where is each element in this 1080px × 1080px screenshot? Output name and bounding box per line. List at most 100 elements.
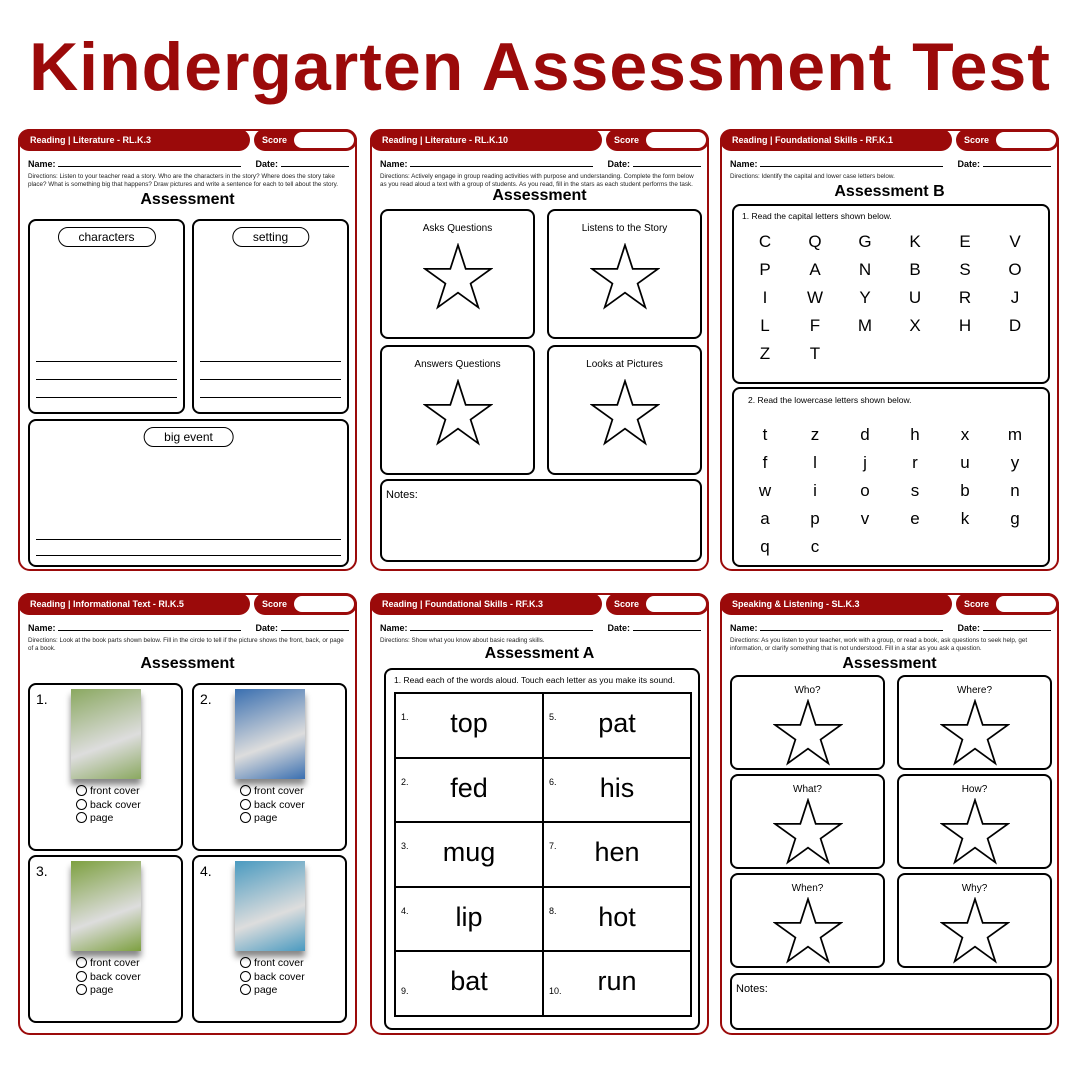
- name-date-row: Name: Date:: [730, 159, 1051, 169]
- score-input[interactable]: [294, 596, 354, 612]
- score-field[interactable]: Score: [606, 129, 709, 151]
- notes-box[interactable]: Notes:: [380, 479, 702, 562]
- word-cell: 9. bat: [395, 951, 543, 1016]
- letter: k: [960, 509, 970, 528]
- option-page[interactable]: page: [76, 984, 141, 998]
- item-number: 3.: [36, 863, 48, 879]
- date-field[interactable]: [281, 623, 349, 631]
- score-field[interactable]: Score: [254, 129, 357, 151]
- box-setting[interactable]: setting: [192, 219, 349, 414]
- panel-header: Reading | Informational Text - RI.K.5: [18, 593, 250, 615]
- panel-letter-identification: Reading | Foundational Skills - RF.K.1 Sc…: [720, 129, 1059, 571]
- star-icon[interactable]: [421, 378, 494, 451]
- writing-line[interactable]: [36, 539, 341, 540]
- notes-box[interactable]: Notes:: [730, 973, 1052, 1030]
- score-field[interactable]: Score: [956, 129, 1059, 151]
- option-front-cover[interactable]: front cover: [240, 785, 305, 799]
- star-label: Where?: [956, 685, 992, 696]
- name-field[interactable]: [57, 623, 242, 631]
- letter: V: [1009, 232, 1021, 251]
- option-back-cover[interactable]: back cover: [240, 798, 305, 813]
- star-icon[interactable]: [938, 698, 1011, 771]
- writing-line[interactable]: [200, 379, 341, 380]
- score-field[interactable]: Score: [956, 593, 1059, 615]
- option-front-cover[interactable]: front cover: [76, 957, 141, 971]
- radio-circle[interactable]: [76, 812, 87, 823]
- star-icon[interactable]: [771, 896, 844, 969]
- radio-circle[interactable]: [76, 984, 87, 995]
- box-big-event[interactable]: big event: [28, 419, 349, 567]
- date-field[interactable]: [633, 623, 701, 631]
- star-icon[interactable]: [938, 797, 1011, 870]
- score-input[interactable]: [996, 596, 1056, 612]
- letters-box-capitals: 1. Read the capital letters shown below.…: [732, 204, 1050, 384]
- star-icon[interactable]: [771, 797, 844, 870]
- writing-line[interactable]: [36, 397, 177, 398]
- letter: Z: [759, 344, 771, 363]
- radio-circle[interactable]: [76, 957, 87, 968]
- option-back-cover[interactable]: back cover: [76, 970, 141, 985]
- assessment-heading: Assessment: [140, 655, 235, 672]
- star-box: What?: [730, 774, 885, 869]
- notes-label: Notes:: [386, 489, 418, 501]
- panel-asking-questions: Speaking & Listening - SL.K.3 Score Name: D…: [720, 593, 1059, 1035]
- score-input[interactable]: [996, 132, 1056, 148]
- star-icon[interactable]: [421, 242, 494, 315]
- writing-line[interactable]: [36, 555, 341, 556]
- score-input[interactable]: [646, 132, 706, 148]
- star-label: When?: [791, 883, 824, 894]
- radio-circle[interactable]: [240, 970, 251, 982]
- writing-line[interactable]: [36, 379, 177, 380]
- option-back-cover[interactable]: back cover: [240, 970, 305, 985]
- score-field[interactable]: Score: [606, 593, 709, 615]
- option-front-cover[interactable]: front cover: [240, 957, 305, 971]
- date-field[interactable]: [983, 623, 1051, 631]
- letter: j: [863, 453, 867, 472]
- letter: W: [806, 288, 824, 307]
- radio-circle[interactable]: [240, 798, 251, 810]
- date-field[interactable]: [281, 159, 349, 167]
- radio-circle[interactable]: [240, 984, 251, 995]
- star-icon[interactable]: [771, 698, 844, 771]
- name-date-row: Name: Date:: [28, 623, 349, 633]
- radio-circle[interactable]: [76, 798, 87, 810]
- radio-circle[interactable]: [76, 970, 87, 982]
- letter: Q: [808, 232, 822, 251]
- box-characters[interactable]: characters: [28, 219, 185, 414]
- star-icon[interactable]: [588, 242, 661, 315]
- star-icon[interactable]: [588, 378, 661, 451]
- name-field[interactable]: [759, 623, 944, 631]
- word-cell: 7. hen: [543, 822, 691, 887]
- option-page[interactable]: page: [240, 984, 305, 998]
- word-cell: 3. mug: [395, 822, 543, 887]
- option-back-cover[interactable]: back cover: [76, 798, 141, 813]
- name-field[interactable]: [759, 159, 944, 167]
- date-field[interactable]: [633, 159, 701, 167]
- radio-circle[interactable]: [240, 957, 251, 968]
- name-date-row: Name: Date:: [380, 159, 701, 169]
- radio-circle[interactable]: [240, 812, 251, 823]
- option-label: page: [90, 812, 114, 824]
- letter: H: [958, 316, 972, 335]
- name-field[interactable]: [409, 159, 594, 167]
- radio-circle[interactable]: [240, 785, 251, 796]
- writing-line[interactable]: [36, 361, 177, 362]
- writing-line[interactable]: [200, 361, 341, 362]
- option-front-cover[interactable]: front cover: [76, 785, 141, 799]
- option-label: back cover: [90, 970, 141, 983]
- writing-line[interactable]: [200, 397, 341, 398]
- radio-circle[interactable]: [76, 785, 87, 796]
- star-icon[interactable]: [938, 896, 1011, 969]
- word: mug: [442, 837, 496, 867]
- score-input[interactable]: [294, 132, 354, 148]
- option-page[interactable]: page: [76, 812, 141, 826]
- date-field[interactable]: [983, 159, 1051, 167]
- score-field[interactable]: Score: [254, 593, 357, 615]
- name-field[interactable]: [57, 159, 242, 167]
- star-label: How?: [961, 784, 988, 795]
- score-input[interactable]: [646, 596, 706, 612]
- name-field[interactable]: [409, 623, 594, 631]
- directions: Directions: Actively engage in group rea…: [380, 173, 694, 188]
- option-page[interactable]: page: [240, 812, 305, 826]
- book-image: [234, 861, 305, 951]
